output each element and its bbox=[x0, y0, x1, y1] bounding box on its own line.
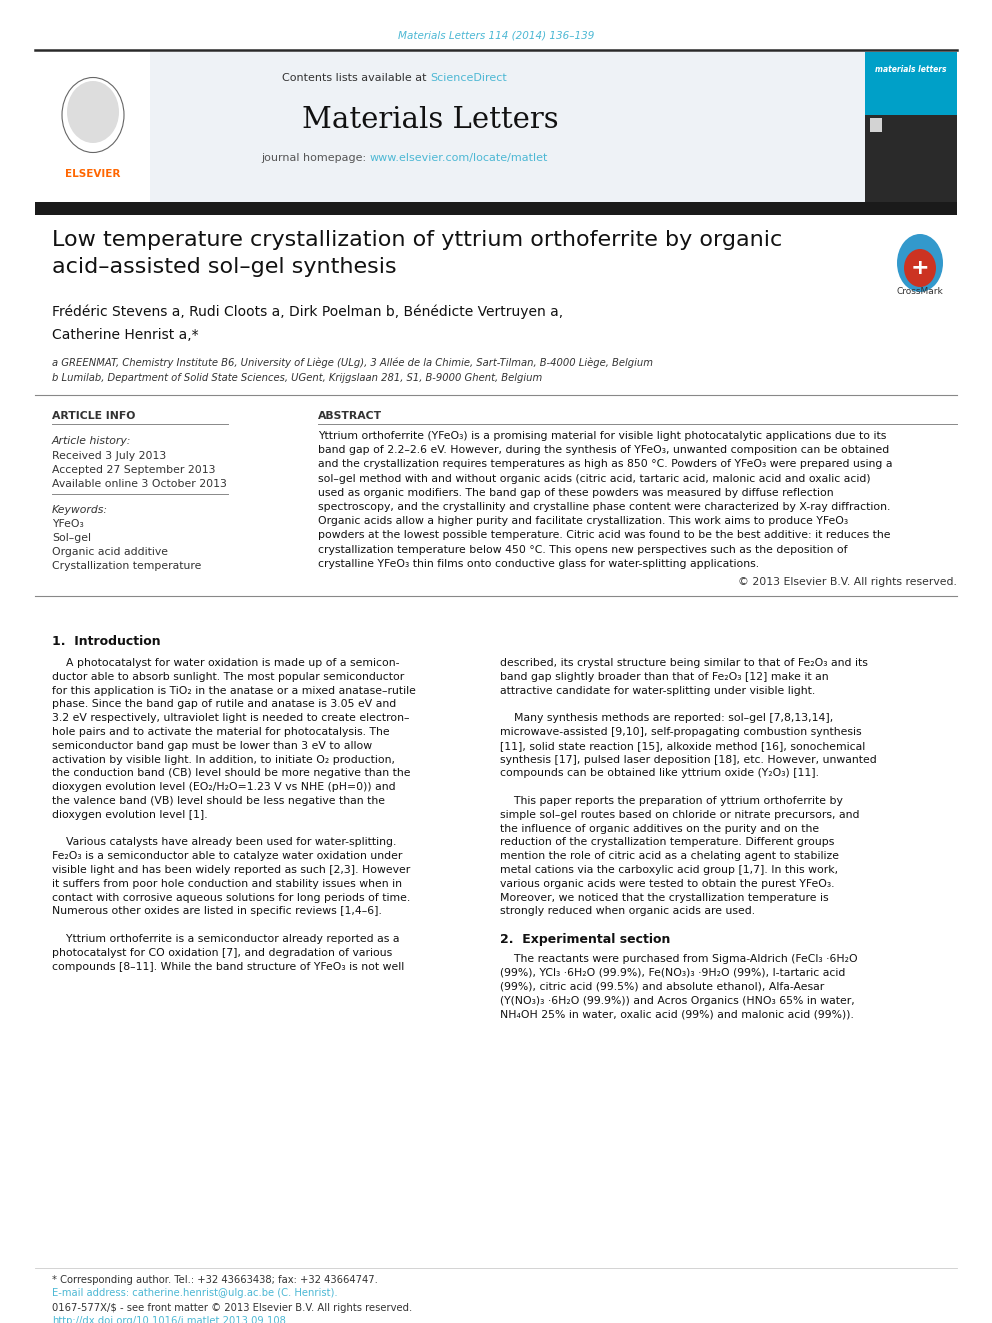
Text: (99%), citric acid (99.5%) and absolute ethanol), Alfa-Aesar: (99%), citric acid (99.5%) and absolute … bbox=[500, 982, 824, 992]
Bar bbox=[870, 118, 882, 132]
Text: for this application is TiO₂ in the anatase or a mixed anatase–rutile: for this application is TiO₂ in the anat… bbox=[52, 685, 416, 696]
Text: Catherine Henrist a,*: Catherine Henrist a,* bbox=[52, 328, 198, 343]
Text: strongly reduced when organic acids are used.: strongly reduced when organic acids are … bbox=[500, 906, 755, 917]
Text: 0167-577X/$ - see front matter © 2013 Elsevier B.V. All rights reserved.: 0167-577X/$ - see front matter © 2013 El… bbox=[52, 1303, 413, 1312]
Text: various organic acids were tested to obtain the purest YFeO₃.: various organic acids were tested to obt… bbox=[500, 878, 834, 889]
Text: phase. Since the band gap of rutile and anatase is 3.05 eV and: phase. Since the band gap of rutile and … bbox=[52, 700, 396, 709]
Text: band gap slightly broader than that of Fe₂O₃ [12] make it an: band gap slightly broader than that of F… bbox=[500, 672, 828, 681]
Text: semiconductor band gap must be lower than 3 eV to allow: semiconductor band gap must be lower tha… bbox=[52, 741, 372, 750]
Text: * Corresponding author. Tel.: +32 43663438; fax: +32 43664747.: * Corresponding author. Tel.: +32 436634… bbox=[52, 1275, 378, 1285]
Text: This paper reports the preparation of yttrium orthoferrite by: This paper reports the preparation of yt… bbox=[500, 796, 843, 806]
Text: the influence of organic additives on the purity and on the: the influence of organic additives on th… bbox=[500, 824, 819, 833]
Text: crystalline YFeO₃ thin films onto conductive glass for water-splitting applicati: crystalline YFeO₃ thin films onto conduc… bbox=[318, 558, 759, 569]
Text: Article history:: Article history: bbox=[52, 437, 131, 446]
Bar bbox=[35, 52, 150, 202]
Text: The reactants were purchased from Sigma-Aldrich (FeCl₃ ·6H₂O: The reactants were purchased from Sigma-… bbox=[500, 954, 858, 964]
Text: Low temperature crystallization of yttrium orthoferrite by organic: Low temperature crystallization of yttri… bbox=[52, 230, 783, 250]
Text: (99%), YCl₃ ·6H₂O (99.9%), Fe(NO₃)₃ ·9H₂O (99%), l-tartaric acid: (99%), YCl₃ ·6H₂O (99.9%), Fe(NO₃)₃ ·9H₂… bbox=[500, 968, 845, 978]
Bar bbox=[865, 52, 957, 115]
Text: Sol–gel: Sol–gel bbox=[52, 533, 91, 542]
Text: CrossMark: CrossMark bbox=[897, 287, 943, 296]
Text: ELSEVIER: ELSEVIER bbox=[65, 169, 121, 179]
Text: 3.2 eV respectively, ultraviolet light is needed to create electron–: 3.2 eV respectively, ultraviolet light i… bbox=[52, 713, 410, 724]
Text: +: + bbox=[911, 258, 930, 278]
Text: synthesis [17], pulsed laser deposition [18], etc. However, unwanted: synthesis [17], pulsed laser deposition … bbox=[500, 754, 877, 765]
Text: materials letters: materials letters bbox=[875, 66, 946, 74]
Text: sol–gel method with and without organic acids (citric acid, tartaric acid, malon: sol–gel method with and without organic … bbox=[318, 474, 871, 484]
Text: dioxygen evolution level (EO₂/H₂O=1.23 V vs NHE (pH=0)) and: dioxygen evolution level (EO₂/H₂O=1.23 V… bbox=[52, 782, 396, 792]
Text: activation by visible light. In addition, to initiate O₂ production,: activation by visible light. In addition… bbox=[52, 754, 395, 765]
Text: Various catalysts have already been used for water-splitting.: Various catalysts have already been used… bbox=[52, 837, 397, 848]
Text: YFeO₃: YFeO₃ bbox=[52, 519, 83, 529]
Text: E-mail address: catherine.henrist@ulg.ac.be (C. Henrist).: E-mail address: catherine.henrist@ulg.ac… bbox=[52, 1289, 337, 1298]
Text: it suffers from poor hole conduction and stability issues when in: it suffers from poor hole conduction and… bbox=[52, 878, 402, 889]
Text: A photocatalyst for water oxidation is made up of a semicon-: A photocatalyst for water oxidation is m… bbox=[52, 658, 400, 668]
Text: http://dx.doi.org/10.1016/j.matlet.2013.09.108: http://dx.doi.org/10.1016/j.matlet.2013.… bbox=[52, 1316, 286, 1323]
Text: 2.  Experimental section: 2. Experimental section bbox=[500, 933, 671, 946]
Text: attractive candidate for water-splitting under visible light.: attractive candidate for water-splitting… bbox=[500, 685, 815, 696]
Text: Yttrium orthoferrite (YFeO₃) is a promising material for visible light photocata: Yttrium orthoferrite (YFeO₃) is a promis… bbox=[318, 431, 887, 441]
Text: Fe₂O₃ is a semiconductor able to catalyze water oxidation under: Fe₂O₃ is a semiconductor able to catalyz… bbox=[52, 851, 403, 861]
Text: acid–assisted sol–gel synthesis: acid–assisted sol–gel synthesis bbox=[52, 257, 397, 277]
Text: described, its crystal structure being similar to that of Fe₂O₃ and its: described, its crystal structure being s… bbox=[500, 658, 868, 668]
Bar bbox=[150, 52, 865, 202]
Text: Organic acid additive: Organic acid additive bbox=[52, 546, 168, 557]
Text: © 2013 Elsevier B.V. All rights reserved.: © 2013 Elsevier B.V. All rights reserved… bbox=[738, 577, 957, 587]
Text: NH₄OH 25% in water, oxalic acid (99%) and malonic acid (99%)).: NH₄OH 25% in water, oxalic acid (99%) an… bbox=[500, 1009, 854, 1020]
Text: band gap of 2.2–2.6 eV. However, during the synthesis of YFeO₃, unwanted composi: band gap of 2.2–2.6 eV. However, during … bbox=[318, 446, 889, 455]
Text: Frédéric Stevens a, Rudi Cloots a, Dirk Poelman b, Bénédicte Vertruyen a,: Frédéric Stevens a, Rudi Cloots a, Dirk … bbox=[52, 304, 563, 319]
Text: 1.  Introduction: 1. Introduction bbox=[52, 635, 161, 647]
Text: [11], solid state reaction [15], alkoxide method [16], sonochemical: [11], solid state reaction [15], alkoxid… bbox=[500, 741, 865, 750]
Text: Received 3 July 2013: Received 3 July 2013 bbox=[52, 451, 167, 460]
Text: the conduction band (CB) level should be more negative than the: the conduction band (CB) level should be… bbox=[52, 769, 411, 778]
Text: used as organic modifiers. The band gap of these powders was measured by diffuse: used as organic modifiers. The band gap … bbox=[318, 488, 833, 497]
Text: visible light and has been widely reported as such [2,3]. However: visible light and has been widely report… bbox=[52, 865, 411, 875]
Text: Organic acids allow a higher purity and facilitate crystallization. This work ai: Organic acids allow a higher purity and … bbox=[318, 516, 848, 527]
Text: contact with corrosive aqueous solutions for long periods of time.: contact with corrosive aqueous solutions… bbox=[52, 893, 411, 902]
Ellipse shape bbox=[67, 81, 119, 143]
Text: Materials Letters: Materials Letters bbox=[302, 106, 558, 134]
Text: reduction of the crystallization temperature. Different groups: reduction of the crystallization tempera… bbox=[500, 837, 834, 848]
Text: ARTICLE INFO: ARTICLE INFO bbox=[52, 411, 135, 421]
Ellipse shape bbox=[904, 249, 936, 287]
Text: the valence band (VB) level should be less negative than the: the valence band (VB) level should be le… bbox=[52, 796, 385, 806]
Text: ABSTRACT: ABSTRACT bbox=[318, 411, 382, 421]
Text: Accepted 27 September 2013: Accepted 27 September 2013 bbox=[52, 464, 215, 475]
Text: Contents lists available at: Contents lists available at bbox=[282, 73, 430, 83]
Text: Crystallization temperature: Crystallization temperature bbox=[52, 561, 201, 572]
Text: b Lumilab, Department of Solid State Sciences, UGent, Krijgslaan 281, S1, B-9000: b Lumilab, Department of Solid State Sci… bbox=[52, 373, 543, 382]
Text: Moreover, we noticed that the crystallization temperature is: Moreover, we noticed that the crystalliz… bbox=[500, 893, 828, 902]
Text: spectroscopy, and the crystallinity and crystalline phase content were character: spectroscopy, and the crystallinity and … bbox=[318, 501, 891, 512]
Text: hole pairs and to activate the material for photocatalysis. The: hole pairs and to activate the material … bbox=[52, 728, 390, 737]
Text: a GREENMAT, Chemistry Institute B6, University of Liège (ULg), 3 Allée de la Chi: a GREENMAT, Chemistry Institute B6, Univ… bbox=[52, 357, 653, 368]
Text: ScienceDirect: ScienceDirect bbox=[430, 73, 507, 83]
Text: Yttrium orthoferrite is a semiconductor already reported as a: Yttrium orthoferrite is a semiconductor … bbox=[52, 934, 400, 945]
Text: powders at the lowest possible temperature. Citric acid was found to be the best: powders at the lowest possible temperatu… bbox=[318, 531, 891, 540]
Text: crystallization temperature below 450 °C. This opens new perspectives such as th: crystallization temperature below 450 °C… bbox=[318, 545, 847, 554]
Text: Many synthesis methods are reported: sol–gel [7,8,13,14],: Many synthesis methods are reported: sol… bbox=[500, 713, 833, 724]
Text: metal cations via the carboxylic acid group [1,7]. In this work,: metal cations via the carboxylic acid gr… bbox=[500, 865, 838, 875]
Text: Materials Letters 114 (2014) 136–139: Materials Letters 114 (2014) 136–139 bbox=[398, 30, 594, 41]
Text: compounds can be obtained like yttrium oxide (Y₂O₃) [11].: compounds can be obtained like yttrium o… bbox=[500, 769, 819, 778]
Bar bbox=[35, 202, 957, 216]
Text: journal homepage:: journal homepage: bbox=[261, 153, 370, 163]
Text: www.elsevier.com/locate/matlet: www.elsevier.com/locate/matlet bbox=[370, 153, 549, 163]
Text: Numerous other oxides are listed in specific reviews [1,4–6].: Numerous other oxides are listed in spec… bbox=[52, 906, 382, 917]
Text: (Y(NO₃)₃ ·6H₂O (99.9%)) and Acros Organics (HNO₃ 65% in water,: (Y(NO₃)₃ ·6H₂O (99.9%)) and Acros Organi… bbox=[500, 996, 855, 1005]
Text: compounds [8–11]. While the band structure of YFeO₃ is not well: compounds [8–11]. While the band structu… bbox=[52, 962, 405, 971]
Text: and the crystallization requires temperatures as high as 850 °C. Powders of YFeO: and the crystallization requires tempera… bbox=[318, 459, 893, 470]
Ellipse shape bbox=[897, 234, 943, 292]
Text: dioxygen evolution level [1].: dioxygen evolution level [1]. bbox=[52, 810, 207, 820]
Text: photocatalyst for CO oxidation [7], and degradation of various: photocatalyst for CO oxidation [7], and … bbox=[52, 947, 392, 958]
Text: ductor able to absorb sunlight. The most popular semiconductor: ductor able to absorb sunlight. The most… bbox=[52, 672, 405, 681]
Text: ELSEVIER
LOGO: ELSEVIER LOGO bbox=[78, 107, 108, 118]
Text: simple sol–gel routes based on chloride or nitrate precursors, and: simple sol–gel routes based on chloride … bbox=[500, 810, 859, 820]
Bar bbox=[865, 115, 957, 202]
Text: microwave-assisted [9,10], self-propagating combustion synthesis: microwave-assisted [9,10], self-propagat… bbox=[500, 728, 862, 737]
Text: Keywords:: Keywords: bbox=[52, 505, 108, 515]
Text: Available online 3 October 2013: Available online 3 October 2013 bbox=[52, 479, 227, 490]
Text: mention the role of citric acid as a chelating agent to stabilize: mention the role of citric acid as a che… bbox=[500, 851, 839, 861]
